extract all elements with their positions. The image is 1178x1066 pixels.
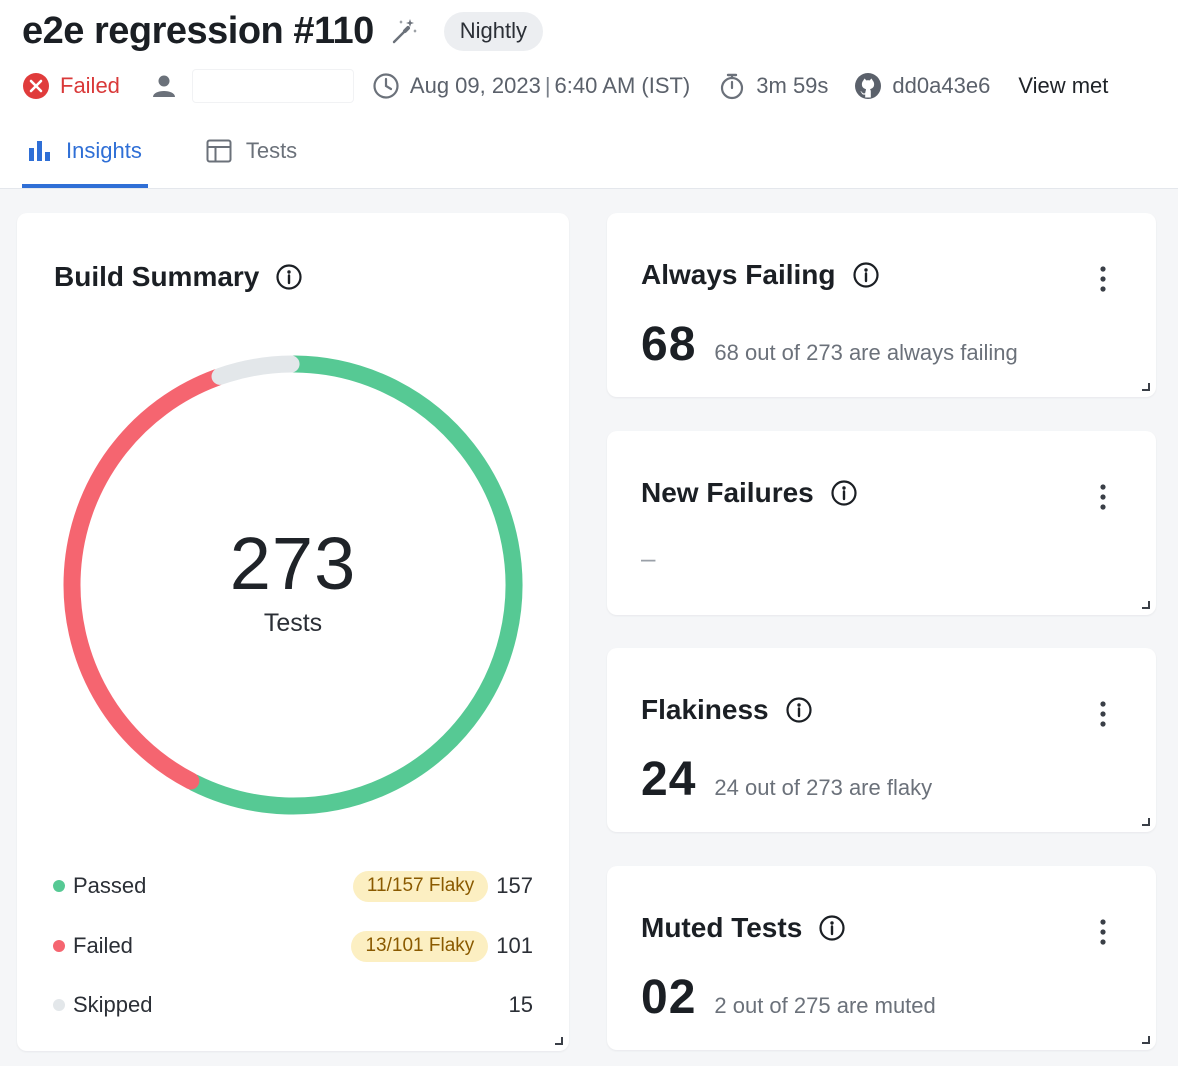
donut-slice-failed[interactable] — [63, 369, 225, 790]
magic-wand-icon[interactable] — [388, 16, 420, 48]
user-icon — [152, 75, 175, 97]
build-header: e2e regression #110 Nightly Failed — [0, 0, 1178, 189]
total-tests-label: Tests — [263, 609, 323, 637]
title-row: e2e regression #110 Nightly — [22, 10, 544, 53]
card-title-row: Muted Tests — [641, 912, 846, 944]
total-tests-count: 273 — [229, 522, 357, 605]
empty-value-dash: – — [641, 543, 656, 573]
info-icon[interactable] — [275, 263, 303, 291]
flaky-badge[interactable]: 11/157 Flaky — [352, 870, 489, 902]
always-failing-card: Always Failing 68 68 out of 273 are alwa… — [607, 213, 1156, 397]
legend-row-failed: Failed 13/101 Flaky 101 — [53, 928, 533, 964]
legend-row-skipped: Skipped 15 — [53, 987, 533, 1023]
donut-slice-skipped[interactable] — [211, 355, 300, 385]
legend-value: 157 — [496, 873, 533, 898]
build-summary-donut-chart — [63, 355, 523, 815]
stat-value-row: 68 68 out of 273 are always failing — [641, 317, 1018, 372]
status-badge: Failed — [22, 72, 120, 100]
more-options-icon[interactable] — [1098, 265, 1108, 293]
clock-icon — [373, 73, 399, 99]
info-icon[interactable] — [830, 479, 858, 507]
tab-insights-label: Insights — [66, 138, 142, 163]
meta-row: Failed Aug 09, 2023 | 6:40 AM (IST) — [22, 66, 1178, 106]
stat-value-row: 24 24 out of 273 are flaky — [641, 752, 932, 807]
bar-chart-icon — [29, 141, 50, 161]
more-options-icon[interactable] — [1098, 918, 1108, 946]
stat-description: 2 out of 275 are muted — [714, 993, 936, 1018]
muted-tests-card: Muted Tests 02 2 out of 275 are muted — [607, 866, 1156, 1050]
failed-dot — [53, 940, 65, 952]
datetime-separator: | — [544, 73, 551, 98]
card-title-row: Always Failing — [641, 259, 880, 291]
card-title: New Failures — [641, 477, 814, 508]
card-title-row: New Failures — [641, 477, 858, 509]
info-icon[interactable] — [785, 696, 813, 724]
legend-label: Passed — [73, 873, 147, 898]
resize-handle-icon[interactable] — [1141, 600, 1150, 609]
card-title-row: Flakiness — [641, 694, 813, 726]
user-name-redacted — [191, 69, 354, 103]
page-title: e2e regression #110 — [22, 10, 374, 52]
view-metrics-link[interactable]: View met — [1018, 73, 1109, 98]
stat-value: 24 — [641, 753, 697, 806]
stat-description: 68 out of 273 are always failing — [714, 340, 1018, 365]
legend-value: 101 — [496, 933, 533, 958]
build-time: 6:40 AM (IST) — [554, 73, 691, 98]
build-summary-card: Build Summary 273 Tests Passed 11/157 Fl… — [17, 213, 569, 1051]
stat-value-row: – — [641, 543, 655, 574]
resize-handle-icon[interactable] — [554, 1036, 563, 1045]
legend-value: 15 — [508, 992, 533, 1017]
build-datetime: Aug 09, 2023 | 6:40 AM (IST) — [372, 72, 690, 100]
tab-bar: Insights Tests — [22, 118, 355, 188]
commit-info[interactable]: dd0a43e6 — [854, 72, 990, 100]
resize-handle-icon[interactable] — [1141, 1035, 1150, 1044]
skipped-dot — [53, 999, 65, 1011]
flaky-badge[interactable]: 13/101 Flaky — [351, 930, 489, 962]
more-options-icon[interactable] — [1098, 700, 1108, 728]
legend-label: Failed — [73, 933, 133, 958]
legend-row-passed: Passed 11/157 Flaky 157 — [53, 868, 533, 904]
resize-handle-icon[interactable] — [1141, 382, 1150, 391]
stopwatch-icon — [721, 73, 744, 100]
stat-value: 68 — [641, 318, 697, 371]
tab-tests-label: Tests — [245, 138, 298, 163]
stat-value: 02 — [641, 971, 697, 1024]
build-summary-title: Build Summary — [54, 261, 260, 292]
passed-dot — [53, 880, 65, 892]
more-options-icon[interactable] — [1098, 483, 1108, 511]
status-text: Failed — [60, 73, 120, 98]
user-info — [150, 69, 354, 103]
flakiness-card: Flakiness 24 24 out of 273 are flaky — [607, 648, 1156, 832]
failed-status-icon — [23, 73, 49, 99]
info-icon[interactable] — [852, 261, 880, 289]
info-icon[interactable] — [818, 914, 846, 942]
build-duration: 3m 59s — [718, 72, 828, 100]
stat-value-row: 02 2 out of 275 are muted — [641, 970, 936, 1025]
card-title: Muted Tests — [641, 912, 803, 943]
duration-text: 3m 59s — [756, 73, 829, 98]
legend-label: Skipped — [73, 992, 153, 1017]
github-icon — [855, 73, 882, 99]
tab-tests[interactable]: Tests — [200, 118, 303, 184]
card-title: Flakiness — [641, 694, 769, 725]
stat-description: 24 out of 273 are flaky — [714, 775, 933, 800]
tab-insights[interactable]: Insights — [22, 118, 148, 188]
donut-slice-passed[interactable] — [185, 355, 523, 815]
build-date: Aug 09, 2023 — [409, 73, 541, 98]
nightly-chip: Nightly — [443, 12, 544, 51]
build-summary-title-row: Build Summary — [54, 261, 303, 293]
resize-handle-icon[interactable] — [1141, 817, 1150, 826]
commit-hash[interactable]: dd0a43e6 — [892, 73, 991, 98]
table-icon — [206, 139, 232, 163]
new-failures-card: New Failures – — [607, 431, 1156, 615]
card-title: Always Failing — [641, 259, 836, 290]
